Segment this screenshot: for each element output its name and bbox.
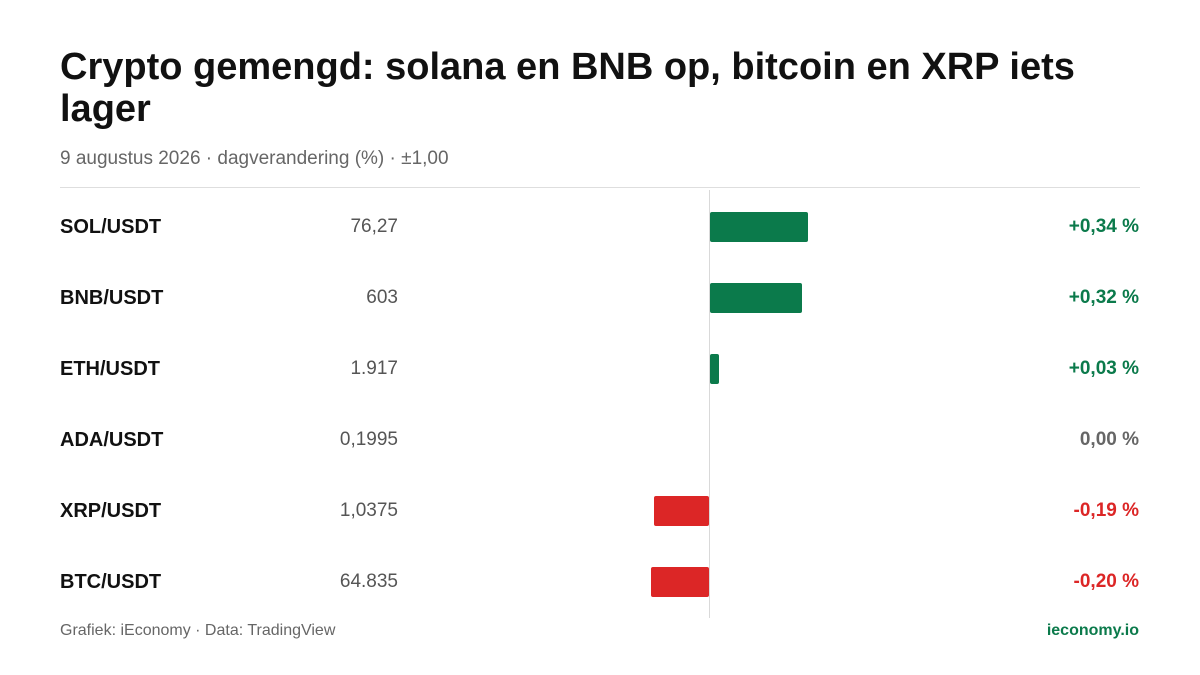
- pair-label: XRP/USDT: [60, 500, 162, 522]
- bar-positive: [710, 354, 719, 384]
- price-value: 603: [366, 287, 398, 308]
- site-link[interactable]: ieconomy.io: [1046, 622, 1139, 639]
- table-row: SOL/USDT 76,27 +0,34 %: [0, 207, 1200, 247]
- table-row: ETH/USDT 1.917 +0,03 %: [0, 349, 1200, 389]
- table-row: XRP/USDT 1,0375 -0,19 %: [0, 491, 1200, 531]
- price-value: 1.917: [350, 358, 398, 379]
- table-row: BTC/USDT 64.835 -0,20 %: [0, 562, 1200, 602]
- pair-label: BNB/USDT: [60, 287, 164, 309]
- table-row: BNB/USDT 603 +0,32 %: [0, 278, 1200, 318]
- change-label: +0,32 %: [1068, 287, 1139, 308]
- pair-label: ETH/USDT: [60, 358, 160, 380]
- bar-negative: [654, 496, 709, 526]
- table-row: ADA/USDT 0,1995 0,00 %: [0, 420, 1200, 460]
- price-value: 76,27: [350, 216, 398, 237]
- header-divider: [60, 187, 1140, 188]
- pair-label: BTC/USDT: [60, 571, 162, 593]
- pair-label: ADA/USDT: [60, 429, 164, 451]
- change-label: -0,20 %: [1073, 571, 1139, 592]
- change-label: +0,34 %: [1068, 216, 1139, 237]
- price-value: 64.835: [339, 571, 398, 592]
- change-label: 0,00 %: [1079, 429, 1139, 450]
- bar-positive: [710, 283, 803, 313]
- chart-subtitle: 9 augustus 2026 · dagverandering (%) · ±…: [60, 148, 449, 169]
- bar-negative: [651, 567, 709, 597]
- bar-positive: [710, 212, 808, 242]
- zero-axis-line: [709, 190, 710, 618]
- source-credit: Grafiek: iEconomy · Data: TradingView: [60, 622, 336, 639]
- change-label: +0,03 %: [1068, 358, 1139, 379]
- chart-title: Crypto gemengd: solana en BNB op, bitcoi…: [60, 46, 1075, 130]
- change-label: -0,19 %: [1073, 500, 1139, 521]
- pair-label: SOL/USDT: [60, 216, 162, 238]
- price-value: 1,0375: [339, 500, 398, 521]
- price-value: 0,1995: [339, 429, 398, 450]
